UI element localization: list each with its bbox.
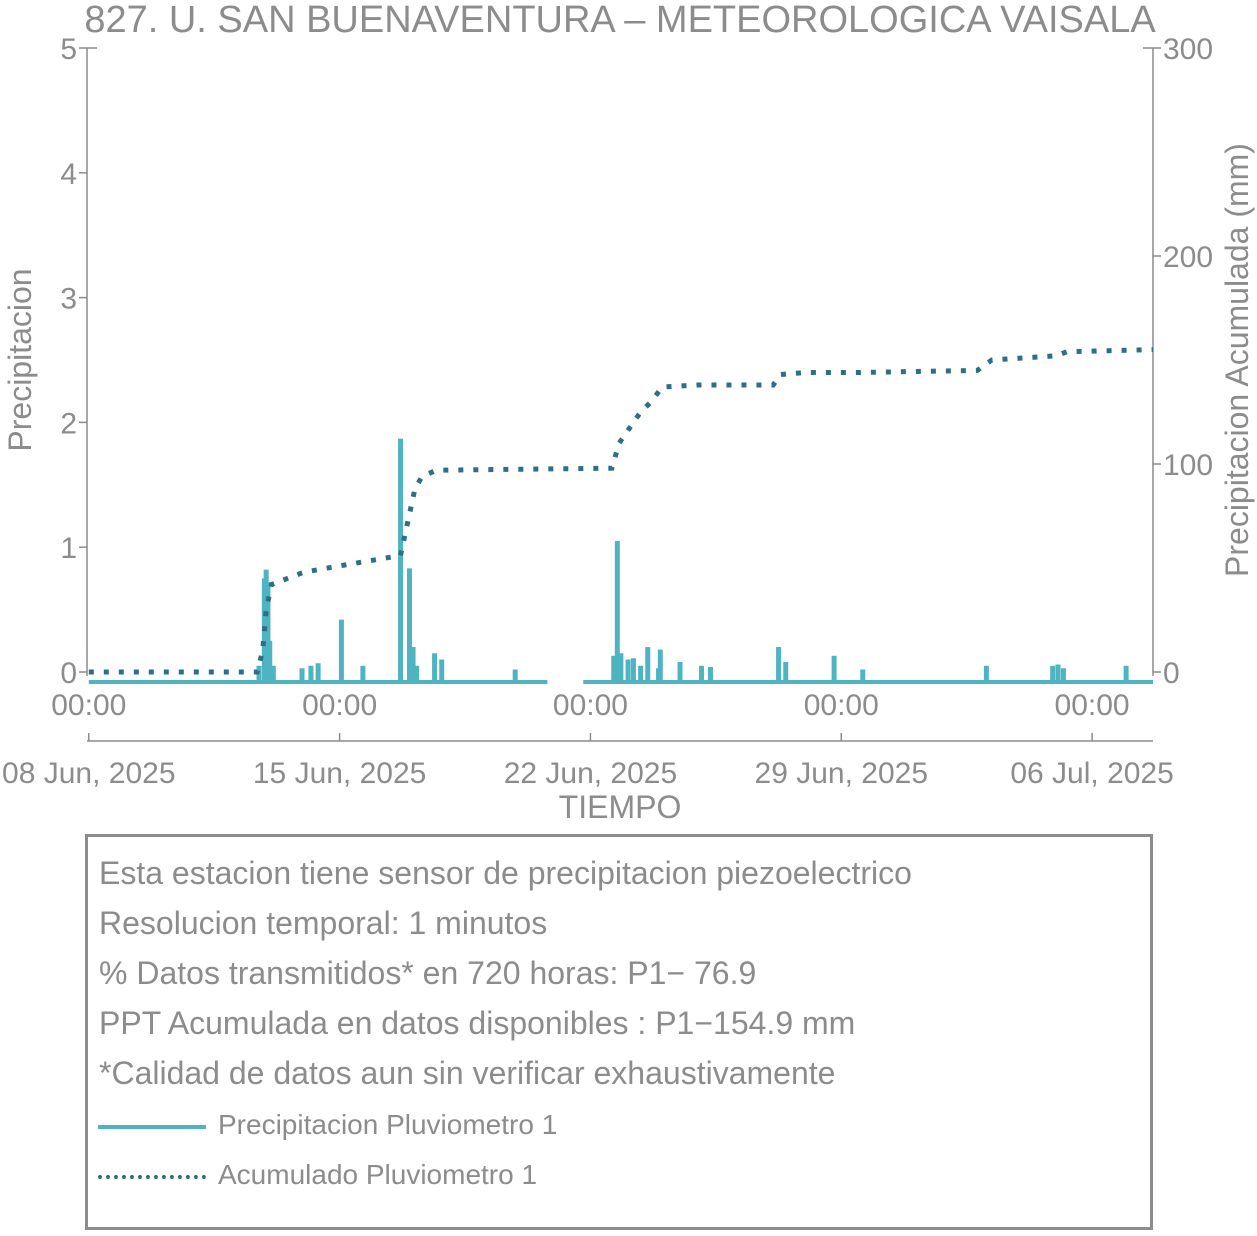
- legend-label-precipitacion: Precipitacion Pluviometro 1: [218, 1109, 558, 1140]
- x-axis-label: TIEMPO: [559, 789, 682, 825]
- info-box: Esta estacion tiene sensor de precipitac…: [85, 834, 1153, 1230]
- series-precipitacion: [88, 438, 1153, 684]
- x-tick-time-label: 00:00: [1055, 689, 1130, 722]
- y-axis-right-label: Precipitacion Acumulada (mm): [1219, 143, 1255, 577]
- info-data-transmitted: % Datos transmitidos* en 720 horas: P1− …: [99, 955, 757, 991]
- x-tick-time-label: 00:00: [553, 689, 628, 722]
- legend-label-acumulado: Acumulado Pluviometro 1: [218, 1159, 538, 1190]
- legend-dotted-line-icon: [98, 1175, 206, 1179]
- series-acumulado: [88, 347, 1154, 675]
- x-tick-time-label: 00:00: [302, 689, 377, 722]
- x-tick-time-label: 00:00: [51, 689, 126, 722]
- precipitation-chart: 827. U. SAN BUENAVENTURA – METEOROLOGICA…: [2, 0, 1255, 825]
- chart-title: 827. U. SAN BUENAVENTURA – METEOROLOGICA…: [84, 0, 1156, 41]
- legend-solid-line-icon: [98, 1125, 206, 1129]
- y-left-tick-label: 2: [60, 407, 77, 440]
- y-right-tick-label: 100: [1163, 449, 1213, 482]
- x-tick-date-label: 06 Jul, 2025: [1010, 757, 1173, 790]
- chart-axes: 0 1 2 3 4 5 0 100 200 300 00:00 08 Jun, 2025 00:00 15…: [2, 33, 1213, 790]
- x-tick-date-label: 22 Jun, 2025: [504, 757, 677, 790]
- y-axis-left-label: Precipitacion: [2, 268, 38, 451]
- y-right-tick-label: 300: [1163, 33, 1213, 66]
- info-sensor-type: Esta estacion tiene sensor de precipitac…: [99, 855, 912, 891]
- y-left-tick-label: 4: [60, 158, 77, 191]
- info-accumulated-ppt: PPT Acumulada en datos disponibles : P1−…: [99, 1005, 856, 1041]
- y-left-tick-label: 0: [60, 657, 77, 690]
- y-left-tick-label: 5: [60, 33, 77, 66]
- y-left-tick-label: 3: [60, 283, 77, 316]
- y-right-tick-label: 0: [1163, 657, 1180, 690]
- info-quality-note: *Calidad de datos aun sin verificar exha…: [99, 1055, 836, 1091]
- y-right-tick-label: 200: [1163, 241, 1213, 274]
- x-tick-date-label: 29 Jun, 2025: [755, 757, 928, 790]
- x-tick-date-label: 08 Jun, 2025: [2, 757, 175, 790]
- x-tick-time-label: 00:00: [804, 689, 879, 722]
- info-temporal-resolution: Resolucion temporal: 1 minutos: [99, 905, 548, 941]
- y-left-tick-label: 1: [60, 532, 77, 565]
- x-tick-date-label: 15 Jun, 2025: [253, 757, 426, 790]
- acumulado-line: [88, 347, 1154, 675]
